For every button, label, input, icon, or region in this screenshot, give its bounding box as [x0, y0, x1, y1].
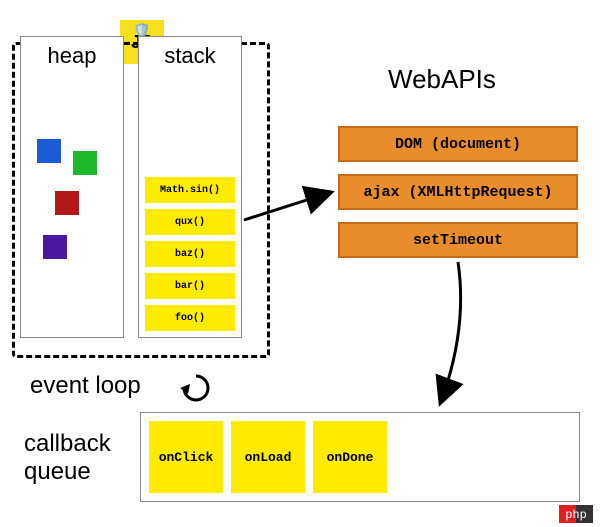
api-settimeout-label: setTimeout — [413, 232, 503, 249]
callback-item: onLoad — [231, 421, 305, 493]
stack-items: Math.sin() qux() baz() bar() foo() — [145, 177, 235, 331]
loop-icon — [176, 370, 216, 406]
callback-queue: onClickonLoadonDone — [140, 412, 580, 502]
heap-title: heap — [21, 43, 123, 69]
stack-item: foo() — [145, 305, 235, 331]
watermark: php — [559, 505, 593, 523]
stack-column: stack Math.sin() qux() baz() bar() foo() — [138, 36, 242, 338]
stack-item: bar() — [145, 273, 235, 299]
arrow-api-to-queue — [440, 262, 461, 404]
webapis-title: WebAPIs — [388, 64, 496, 95]
callback-queue-label: callback queue — [24, 430, 111, 485]
stack-title: stack — [139, 43, 241, 69]
api-dom: DOM (document) — [338, 126, 578, 162]
heap-blocks — [21, 69, 123, 369]
heap-block — [73, 151, 97, 175]
heap-block — [37, 139, 61, 163]
event-loop-label: event loop — [30, 372, 141, 400]
api-settimeout: setTimeout — [338, 222, 578, 258]
callback-queue-label-2: queue — [24, 458, 91, 485]
callback-queue-label-1: callback — [24, 430, 111, 457]
stack-item: qux() — [145, 209, 235, 235]
stack-item: Math.sin() — [145, 177, 235, 203]
callback-item: onClick — [149, 421, 223, 493]
heap-column: heap — [20, 36, 124, 338]
callback-item: onDone — [313, 421, 387, 493]
heap-block — [43, 235, 67, 259]
api-ajax-label: ajax (XMLHttpRequest) — [363, 184, 552, 201]
heap-block — [55, 191, 79, 215]
stack-item: baz() — [145, 241, 235, 267]
api-ajax: ajax (XMLHttpRequest) — [338, 174, 578, 210]
api-dom-label: DOM (document) — [395, 136, 521, 153]
